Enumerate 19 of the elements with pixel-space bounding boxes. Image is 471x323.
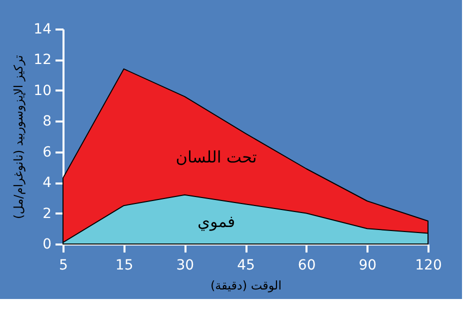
y-tick-label: 0 xyxy=(42,236,52,252)
x-tick-label: 30 xyxy=(176,258,194,274)
x-axis-title: الوقت (دقيقة) xyxy=(210,278,282,292)
y-tick-label: 4 xyxy=(42,175,52,192)
x-tick-label: 15 xyxy=(115,258,134,274)
x-tick-label: 45 xyxy=(237,258,255,274)
x-tick-label: 5 xyxy=(59,258,68,274)
y-tick-label: 12 xyxy=(34,52,52,68)
y-tick-label: 8 xyxy=(42,114,52,130)
y-tick-label: 2 xyxy=(42,206,52,222)
x-tick-label: 90 xyxy=(358,258,377,274)
series-label: فموي xyxy=(197,212,236,231)
y-tick-label: 14 xyxy=(34,22,52,38)
y-axis-title: تركيز الإيزوسوربيد (نانوغرام/مل) xyxy=(12,55,26,219)
y-tick-label: 6 xyxy=(42,144,52,160)
y-tick-label: 10 xyxy=(34,82,52,99)
x-tick-label: 120 xyxy=(415,258,442,274)
x-tick-label: 60 xyxy=(298,258,316,274)
series-label: تحت اللسان xyxy=(176,148,257,167)
